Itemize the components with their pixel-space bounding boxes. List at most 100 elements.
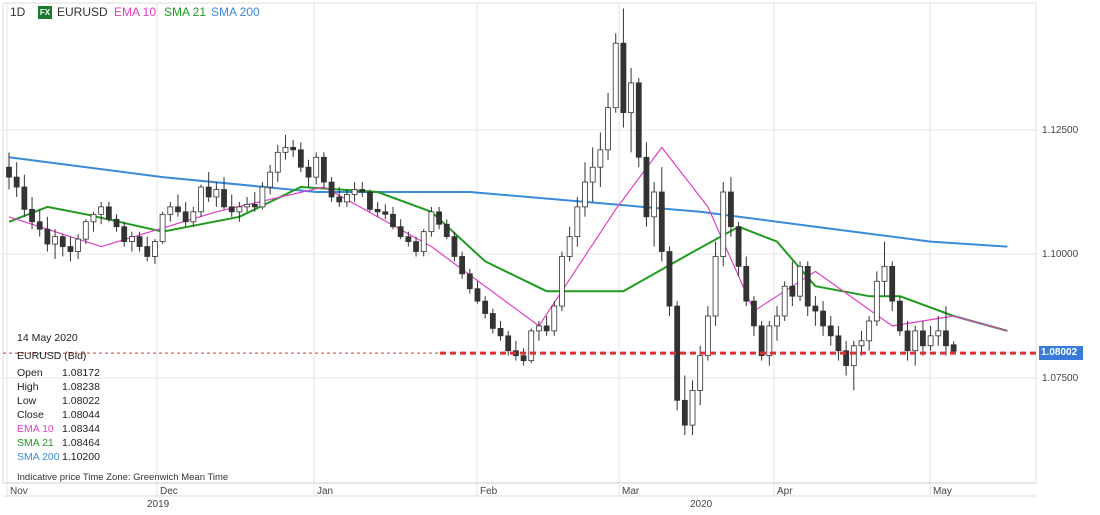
bear-candle (367, 191, 373, 210)
bear-candle (228, 206, 235, 213)
bear-candle (743, 265, 750, 302)
bull-candle (236, 206, 243, 213)
bear-candle (121, 226, 128, 243)
sma21-legend[interactable]: SMA 21 (164, 5, 207, 19)
bear-candle (6, 166, 12, 178)
info-ema10-value: 1.08344 (62, 423, 100, 435)
info-sma21-value: 1.08464 (62, 437, 100, 449)
bear-candle (359, 189, 366, 193)
bull-candle (98, 206, 105, 215)
bull-candle (128, 236, 135, 242)
bull-candle (712, 256, 719, 317)
ema10-legend[interactable]: EMA 10 (114, 5, 157, 19)
bear-candle (658, 191, 665, 252)
bear-candle (497, 327, 504, 337)
period-label[interactable]: 1D (10, 5, 26, 19)
bull-candle (551, 305, 558, 332)
bear-candle (482, 300, 489, 314)
bull-candle (213, 189, 220, 198)
bull-candle (927, 335, 934, 347)
bull-candle (628, 82, 634, 114)
bear-candle (812, 305, 819, 312)
current-price-value: 1.0800 (1041, 347, 1072, 358)
info-low-value: 1.08022 (62, 395, 100, 407)
info-sma200-label: SMA 200 (17, 451, 60, 463)
bear-candle (789, 285, 796, 297)
bull-candle (605, 107, 611, 151)
bear-candle (21, 186, 28, 210)
bear-candle (635, 82, 642, 158)
bull-candle (428, 211, 435, 233)
bear-candle (182, 211, 189, 223)
bull-candle (536, 325, 542, 332)
sma200-legend[interactable]: SMA 200 (211, 5, 260, 19)
bull-candle (420, 231, 427, 252)
bull-candle (574, 206, 581, 238)
bear-candle (804, 265, 811, 307)
bull-candle (190, 211, 197, 223)
info-close-value: 1.08044 (62, 409, 100, 421)
bull-candle (52, 236, 58, 245)
bear-candle (620, 42, 627, 114)
bear-candle (943, 330, 949, 347)
bear-candle (459, 256, 466, 275)
bull-candle (82, 221, 89, 240)
bear-candle (336, 196, 343, 203)
symbol-label[interactable]: EURUSD (57, 5, 108, 19)
bear-candle (820, 310, 826, 327)
bull-candle (282, 146, 289, 153)
bear-candle (451, 236, 458, 257)
x-month-label: Mar (622, 486, 640, 497)
candlestick-series (6, 8, 957, 436)
bull-candle (90, 213, 97, 223)
info-high-value: 1.08238 (62, 381, 100, 393)
info-sma21-label: SMA 21 (17, 437, 54, 449)
bear-candle (520, 355, 527, 362)
bear-candle (105, 206, 112, 220)
bull-candle (850, 345, 857, 367)
bear-candle (405, 236, 412, 242)
bear-candle (666, 251, 673, 307)
info-ema10-label: EMA 10 (17, 423, 54, 435)
bear-candle (474, 288, 481, 302)
bear-candle (320, 156, 327, 183)
bear-candle (251, 203, 258, 208)
bear-candle (305, 166, 312, 178)
info-footnote: Indicative price Time Zone: Greenwich Me… (17, 472, 229, 483)
y-tick-label: 1.10000 (1042, 249, 1079, 260)
bear-candle (904, 330, 911, 352)
bull-candle (689, 389, 696, 426)
bear-candle (175, 206, 181, 213)
x-month-label: Feb (480, 486, 498, 497)
bear-candle (144, 246, 151, 257)
info-instrument: EURUSD (Bid) (17, 350, 87, 362)
bull-candle (566, 236, 573, 257)
bear-candle (44, 228, 51, 245)
bull-candle (152, 241, 158, 257)
bear-candle (896, 300, 903, 332)
bear-candle (835, 335, 842, 352)
bull-candle (935, 330, 942, 337)
bear-candle (889, 265, 896, 302)
bull-candle (259, 186, 266, 208)
bear-candle (290, 146, 297, 151)
bear-candle (728, 191, 734, 228)
bear-candle (920, 330, 926, 347)
bull-candle (774, 315, 780, 327)
bull-candle (167, 206, 174, 215)
bull-candle (881, 265, 888, 282)
bear-candle (843, 350, 850, 367)
plot-area (2, 2, 1037, 484)
bull-candle (612, 42, 619, 109)
bull-candle (589, 166, 596, 183)
bear-candle (13, 176, 20, 188)
bull-candle (912, 330, 919, 352)
bear-candle (397, 226, 404, 238)
y-tick-label: 1.12500 (1042, 125, 1079, 136)
y-tick-label: 1.07500 (1042, 373, 1079, 384)
bear-candle (758, 325, 765, 357)
bear-candle (136, 236, 143, 247)
bull-candle (559, 256, 565, 307)
x-month-label: Jan (317, 486, 334, 497)
